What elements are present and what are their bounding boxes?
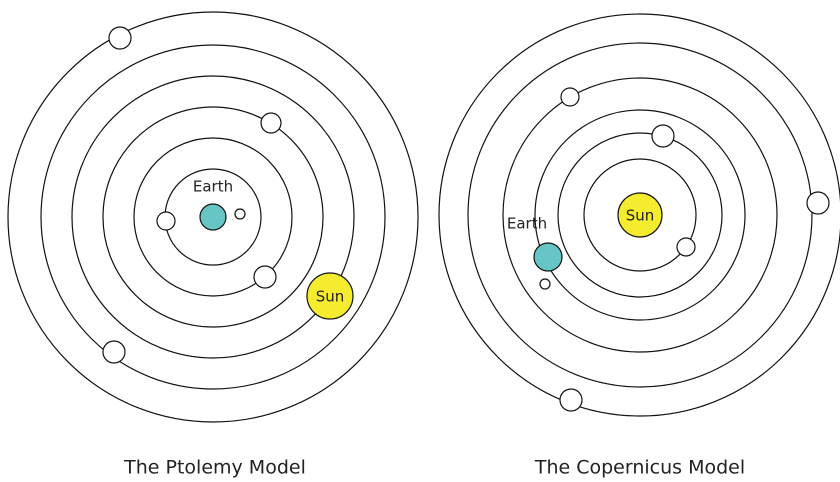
- sun-label: Sun: [316, 288, 345, 306]
- orbit: [40, 44, 386, 390]
- moon: [234, 208, 246, 220]
- orbit: [467, 42, 813, 388]
- orbit: [133, 137, 293, 297]
- sun: [617, 192, 663, 238]
- copernicus-model: Earth Sun The Copernicus Model: [438, 13, 840, 479]
- ptolemy-model: Earth Sun The Ptolemy Model: [7, 11, 419, 479]
- moon: [539, 278, 551, 290]
- orbit: [71, 75, 355, 359]
- planet: [559, 388, 583, 412]
- earth-label: Earth: [193, 178, 233, 196]
- planet: [806, 191, 830, 215]
- planet: [676, 237, 696, 257]
- earth: [533, 242, 563, 272]
- planet: [108, 26, 132, 50]
- sun-label: Sun: [626, 207, 655, 225]
- earth-label: Earth: [507, 215, 547, 233]
- planet: [560, 87, 580, 107]
- orbit: [557, 132, 723, 298]
- planet: [156, 211, 176, 231]
- planet: [260, 112, 282, 134]
- planet: [253, 265, 277, 289]
- orbit: [583, 158, 697, 272]
- orbit: [102, 106, 324, 328]
- planet: [102, 340, 126, 364]
- orbit: [7, 11, 419, 423]
- orbit: [534, 109, 746, 321]
- caption: The Copernicus Model: [534, 457, 745, 479]
- earth: [199, 203, 227, 231]
- orbit: [438, 13, 840, 417]
- orbit: [502, 77, 778, 353]
- planet: [651, 124, 675, 148]
- sun: [306, 272, 354, 320]
- caption: The Ptolemy Model: [123, 457, 306, 479]
